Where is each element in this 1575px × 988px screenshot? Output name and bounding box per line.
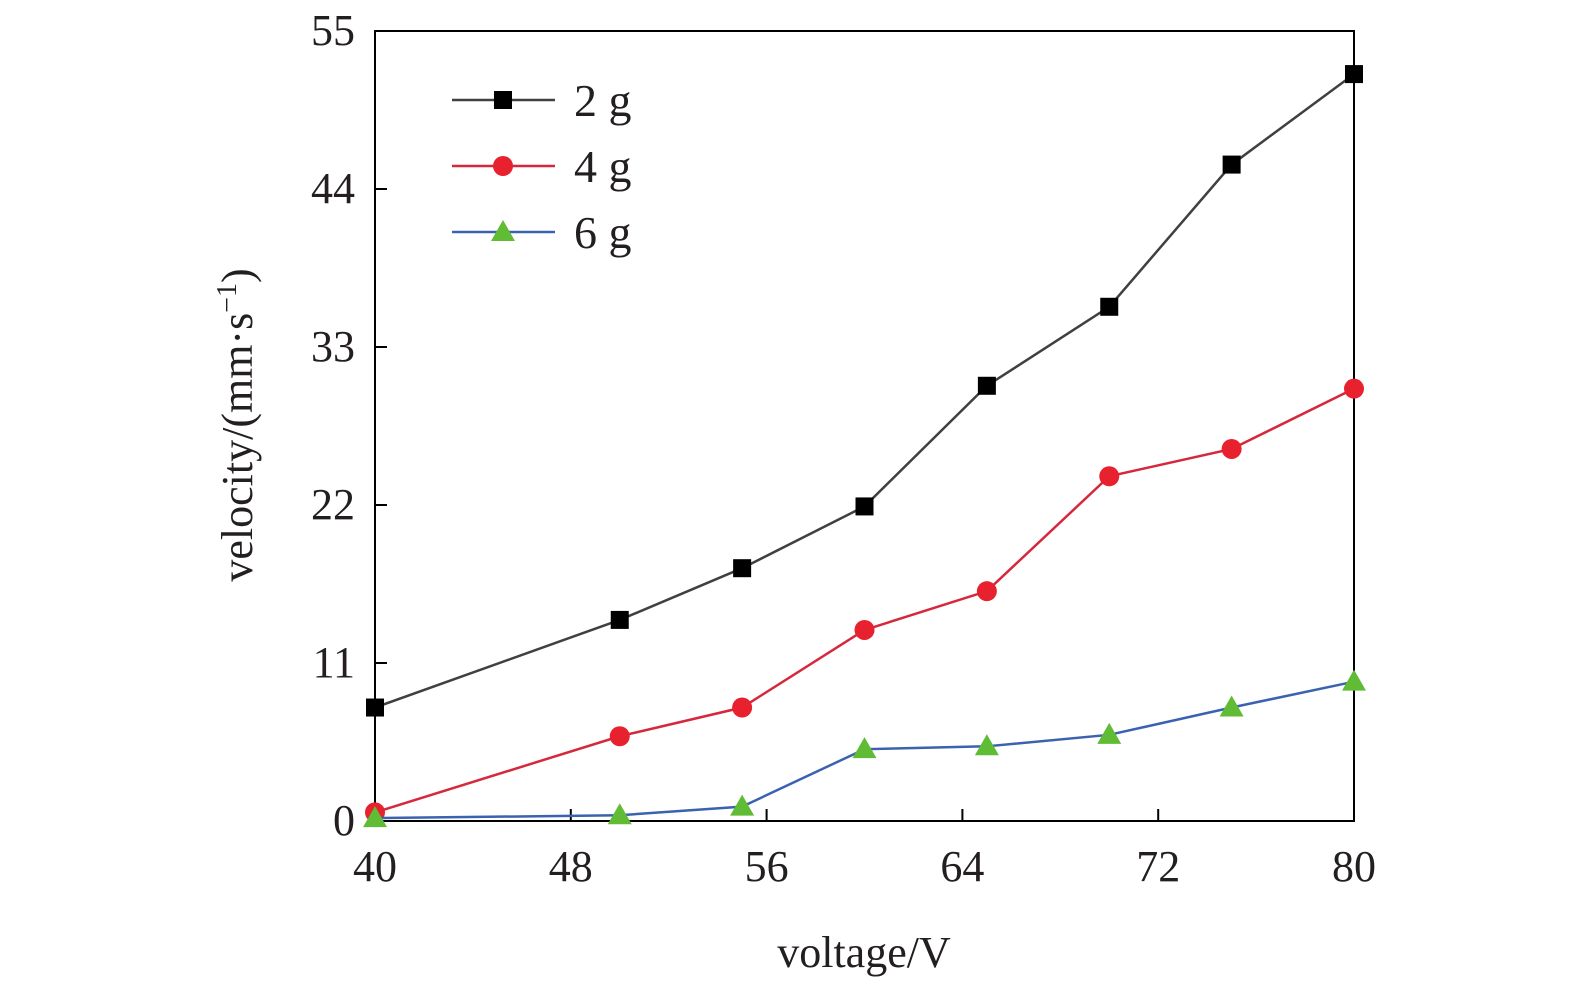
series-line-6g	[374, 680, 1355, 820]
data-point-4g	[1099, 466, 1120, 487]
series-line-4g	[374, 387, 1355, 814]
series-layer	[363, 65, 1366, 828]
y-tick-label: 22	[311, 480, 355, 529]
data-point-2g	[855, 497, 874, 516]
data-point-4g	[854, 619, 875, 640]
x-tick-label: 56	[745, 842, 789, 891]
data-point-2g	[1222, 155, 1241, 174]
x-axis-title: voltage/V	[777, 928, 951, 977]
y-tick-label: 0	[333, 796, 355, 845]
y-tick-label: 11	[313, 638, 355, 687]
plot-border	[374, 30, 1355, 822]
data-point-6g	[730, 794, 755, 816]
data-point-4g	[1221, 438, 1242, 459]
legend-entry-6g: 6 g	[452, 207, 632, 258]
data-point-2g	[977, 376, 996, 395]
plot-frame	[374, 30, 1355, 822]
y-axis-title: velocity/(mm·s−1)	[212, 268, 262, 581]
data-point-4g	[609, 726, 630, 747]
legend-marker-4g	[493, 156, 513, 176]
data-point-4g	[1344, 378, 1364, 399]
x-tick-label: 48	[549, 842, 593, 891]
x-tick-label: 64	[940, 842, 984, 891]
legend-label-2g: 2 g	[574, 75, 632, 126]
data-point-2g	[1345, 65, 1363, 84]
y-tick-label: 55	[311, 6, 355, 55]
series-line-2g	[374, 73, 1355, 709]
data-point-4g	[732, 697, 753, 718]
x-tick-label: 80	[1332, 842, 1376, 891]
legend-label-4g: 4 g	[574, 141, 632, 192]
y-axis-title-main: velocity/(mm·s	[213, 313, 262, 582]
series-4g	[365, 378, 1364, 823]
data-point-2g	[733, 559, 752, 578]
x-tick-label: 72	[1136, 842, 1180, 891]
data-point-6g	[974, 734, 999, 756]
data-point-2g	[366, 698, 384, 717]
legend-label-6g: 6 g	[574, 207, 632, 258]
legend: 2 g 4 g 6 g	[452, 75, 632, 258]
legend-entry-4g: 4 g	[452, 141, 632, 192]
y-axis-title-close: )	[213, 268, 262, 283]
x-tick-label: 40	[353, 842, 397, 891]
legend-marker-2g	[494, 91, 512, 109]
data-point-6g	[1219, 695, 1244, 717]
data-point-4g	[976, 581, 997, 602]
data-point-6g	[607, 803, 632, 825]
series-6g	[363, 669, 1366, 828]
axis-ticks: 40 48 56 64 72 80 0 11 22 33 44 55	[311, 6, 1376, 891]
y-tick-label: 44	[311, 164, 355, 213]
data-point-6g	[363, 806, 387, 828]
data-point-2g	[1100, 297, 1119, 316]
data-point-2g	[610, 610, 629, 629]
data-point-6g	[1097, 722, 1122, 744]
series-2g	[366, 65, 1363, 717]
legend-entry-2g: 2 g	[452, 75, 632, 126]
data-point-6g	[852, 737, 877, 759]
data-point-6g	[1342, 669, 1366, 691]
y-tick-label: 33	[311, 322, 355, 371]
y-axis-title-superscript: −1	[212, 283, 243, 313]
legend-marker-6g	[491, 220, 515, 241]
